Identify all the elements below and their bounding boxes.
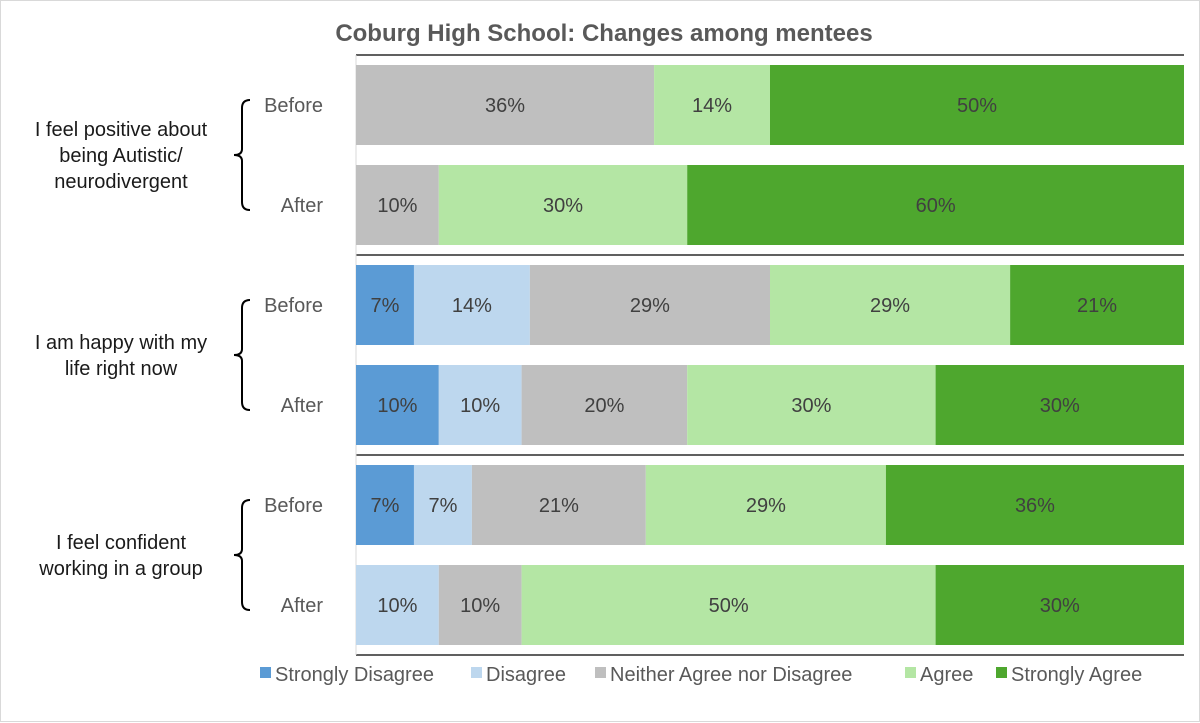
segment-value-label: 30% bbox=[791, 395, 831, 417]
question-label-line: I am happy with my bbox=[35, 332, 207, 354]
legend-swatch bbox=[905, 667, 916, 678]
bar-segment-neither-agree-nor-disagree bbox=[521, 365, 688, 445]
segment-value-label: 10% bbox=[377, 195, 417, 217]
bar-segment-neither-agree-nor-disagree bbox=[356, 165, 439, 245]
legend-swatch bbox=[471, 667, 482, 678]
question-label-line: neurodivergent bbox=[54, 171, 188, 193]
bar-segment-strongly-agree bbox=[935, 565, 1184, 645]
bar-segment-strongly-agree bbox=[935, 365, 1184, 445]
question-label-line: I feel confident bbox=[56, 532, 187, 554]
group-bracket bbox=[233, 499, 251, 611]
group-bracket bbox=[233, 299, 251, 411]
segment-value-label: 50% bbox=[709, 595, 749, 617]
bar-segment-agree bbox=[770, 265, 1011, 345]
row-label-before: Before bbox=[264, 495, 323, 517]
bar-segment-disagree bbox=[413, 265, 530, 345]
bar-segment-strongly-agree bbox=[687, 165, 1184, 245]
bar-segment-strongly-disagree bbox=[356, 365, 439, 445]
segment-value-label: 36% bbox=[485, 95, 525, 117]
segment-value-label: 20% bbox=[584, 395, 624, 417]
row-label-before: Before bbox=[264, 295, 323, 317]
question-label-line: being Autistic/ bbox=[59, 145, 183, 167]
segment-value-label: 7% bbox=[428, 495, 457, 517]
bar-segment-neither-agree-nor-disagree bbox=[471, 465, 646, 545]
bar-segment-strongly-disagree bbox=[356, 465, 414, 545]
bar-segment-disagree bbox=[438, 365, 522, 445]
bar-segment-agree bbox=[438, 165, 688, 245]
segment-value-label: 30% bbox=[1040, 595, 1080, 617]
row-label-after: After bbox=[281, 195, 324, 217]
bar-segment-agree bbox=[654, 65, 770, 145]
chart-title: Coburg High School: Changes among mentee… bbox=[335, 20, 872, 47]
segment-value-label: 60% bbox=[916, 195, 956, 217]
bar-segment-strongly-agree bbox=[885, 465, 1184, 545]
legend-label: Agree bbox=[920, 664, 973, 686]
segment-value-label: 10% bbox=[377, 595, 417, 617]
question-label-line: I feel positive about bbox=[35, 119, 208, 141]
segment-value-label: 14% bbox=[452, 295, 492, 317]
segment-value-label: 7% bbox=[371, 495, 400, 517]
group-bracket bbox=[233, 99, 251, 211]
segment-value-label: 10% bbox=[460, 395, 500, 417]
bar-segment-neither-agree-nor-disagree bbox=[356, 65, 655, 145]
legend-swatch bbox=[595, 667, 606, 678]
legend-label: Strongly Disagree bbox=[275, 664, 434, 686]
bar-segment-neither-agree-nor-disagree bbox=[438, 565, 522, 645]
bar-segment-agree bbox=[687, 365, 936, 445]
row-label-after: After bbox=[281, 395, 324, 417]
question-label-line: life right now bbox=[65, 358, 178, 380]
plot-area: 36% 14% 50% Before 10% 30% 60% After I feel posi… bbox=[35, 54, 1184, 656]
segment-value-label: 29% bbox=[746, 495, 786, 517]
segment-value-label: 29% bbox=[630, 295, 670, 317]
segment-value-label: 36% bbox=[1015, 495, 1055, 517]
legend-swatch bbox=[260, 667, 271, 678]
legend: Strongly Disagree Disagree Neither Agree n… bbox=[260, 664, 1142, 686]
segment-value-label: 14% bbox=[692, 95, 732, 117]
legend-label: Neither Agree nor Disagree bbox=[610, 664, 852, 686]
row-label-after: After bbox=[281, 595, 324, 617]
segment-value-label: 50% bbox=[957, 95, 997, 117]
row-label-before: Before bbox=[264, 95, 323, 117]
segment-value-label: 7% bbox=[371, 295, 400, 317]
question-label-line: working in a group bbox=[38, 558, 202, 580]
bar-segment-neither-agree-nor-disagree bbox=[529, 265, 770, 345]
legend-label: Disagree bbox=[486, 664, 566, 686]
bar-segment-agree bbox=[645, 465, 886, 545]
segment-value-label: 10% bbox=[460, 595, 500, 617]
segment-value-label: 29% bbox=[870, 295, 910, 317]
bar-segment-agree bbox=[521, 565, 936, 645]
segment-value-label: 21% bbox=[1077, 295, 1117, 317]
bar-segment-strongly-disagree bbox=[356, 265, 414, 345]
legend-label: Strongly Agree bbox=[1011, 664, 1142, 686]
bar-segment-strongly-agree bbox=[770, 65, 1184, 145]
segment-value-label: 30% bbox=[1040, 395, 1080, 417]
segment-value-label: 21% bbox=[539, 495, 579, 517]
legend-swatch bbox=[996, 667, 1007, 678]
segment-value-label: 10% bbox=[377, 395, 417, 417]
bar-segment-strongly-agree bbox=[1010, 265, 1184, 345]
segment-value-label: 30% bbox=[543, 195, 583, 217]
bar-segment-disagree bbox=[413, 465, 472, 545]
bar-segment-disagree bbox=[356, 565, 439, 645]
